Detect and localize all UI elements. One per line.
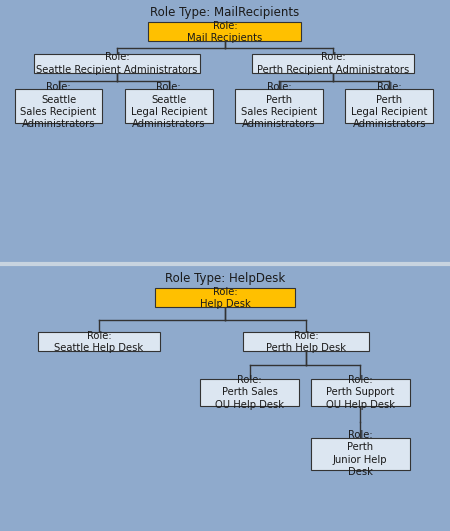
FancyBboxPatch shape [310,438,410,470]
FancyBboxPatch shape [155,288,295,307]
FancyBboxPatch shape [38,332,160,352]
Text: Role:
Perth Recipient Administrators: Role: Perth Recipient Administrators [257,52,409,75]
Text: Role:
Perth
Legal Recipient
Administrators: Role: Perth Legal Recipient Administrato… [351,82,428,130]
Text: Role:
Perth Sales
OU Help Desk: Role: Perth Sales OU Help Desk [215,375,284,410]
Text: Role:
Seattle
Legal Recipient
Administrators: Role: Seattle Legal Recipient Administra… [130,82,207,130]
Text: Role Type: MailRecipients: Role Type: MailRecipients [150,6,300,19]
Text: Role:
Seattle
Sales Recipient
Administrators: Role: Seattle Sales Recipient Administra… [20,82,97,130]
Text: Role:
Help Desk: Role: Help Desk [200,287,250,309]
FancyBboxPatch shape [346,89,433,123]
FancyBboxPatch shape [14,89,103,123]
Text: Role Type: HelpDesk: Role Type: HelpDesk [165,272,285,286]
Text: Role:
Perth Support
OU Help Desk: Role: Perth Support OU Help Desk [325,375,395,410]
FancyBboxPatch shape [243,332,369,352]
FancyBboxPatch shape [252,54,414,73]
FancyBboxPatch shape [310,379,410,406]
Text: Role:
Perth
Sales Recipient
Administrators: Role: Perth Sales Recipient Administrato… [241,82,317,130]
Text: Role:
Perth
Junior Help
Desk: Role: Perth Junior Help Desk [333,430,387,477]
Text: Role:
Mail Recipients: Role: Mail Recipients [187,21,263,43]
Text: Role:
Perth Help Desk: Role: Perth Help Desk [266,330,346,353]
FancyBboxPatch shape [34,54,200,73]
Text: Role:
Seattle Recipient Administrators: Role: Seattle Recipient Administrators [36,52,198,75]
FancyBboxPatch shape [148,22,302,41]
FancyBboxPatch shape [200,379,299,406]
Text: Role:
Seattle Help Desk: Role: Seattle Help Desk [54,330,144,353]
FancyBboxPatch shape [125,89,212,123]
FancyBboxPatch shape [235,89,323,123]
